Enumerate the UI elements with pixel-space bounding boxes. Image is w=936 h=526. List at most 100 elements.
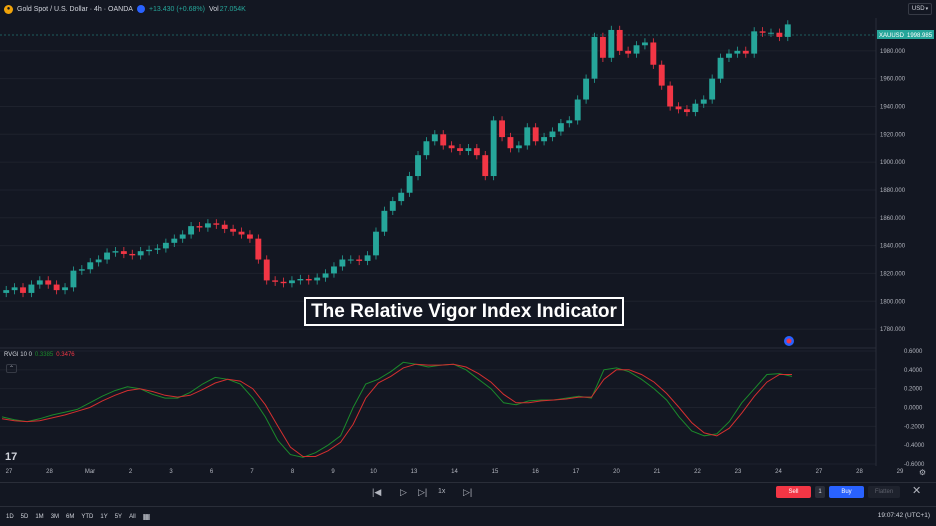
- currency-label: USD: [911, 6, 925, 12]
- candle-body: [398, 192, 405, 202]
- flatten-button[interactable]: Flatten: [868, 486, 900, 498]
- price-axis[interactable]: 1980.000 1960.000 1940.000 1920.000 1900.000…: [880, 49, 906, 333]
- candle-body: [78, 269, 85, 271]
- rvgi-tick-label: 0.6000: [904, 349, 923, 355]
- candle-body: [591, 36, 598, 79]
- candle-body: [423, 141, 430, 156]
- quantity-field[interactable]: 1: [815, 486, 825, 498]
- volume-value: 27.054K: [219, 5, 246, 13]
- time-tick-label: 21: [653, 469, 661, 475]
- price-tick-label: 1780.000: [880, 327, 906, 333]
- candle-body: [583, 78, 590, 100]
- rvgi-line: [1, 361, 793, 458]
- candle-body: [667, 85, 674, 107]
- candle-body: [87, 262, 94, 270]
- price-tick-label: 1860.000: [880, 216, 906, 222]
- main-chart[interactable]: 1980.000 1960.000 1940.000 1920.000 1900.000…: [0, 18, 936, 466]
- candle-body: [692, 103, 699, 113]
- time-tick-label: 24: [775, 469, 782, 475]
- candle-body: [381, 210, 388, 232]
- candle-body: [473, 148, 480, 156]
- play-icon[interactable]: ▷: [400, 487, 407, 497]
- candle-body: [53, 284, 60, 291]
- candle-body: [70, 270, 77, 288]
- time-tick-label: 3: [169, 469, 173, 475]
- indicator-legend[interactable]: RVGI 10 0 0.3385 0.3476: [4, 352, 75, 358]
- calendar-icon[interactable]: ▦: [142, 512, 151, 521]
- candle-body: [246, 234, 253, 239]
- candle-body: [213, 223, 220, 225]
- candle-body: [734, 50, 741, 54]
- speed-button[interactable]: 1x: [438, 488, 446, 495]
- market-status-icon[interactable]: [136, 5, 145, 13]
- candle-body: [171, 238, 178, 243]
- close-icon[interactable]: ✕: [912, 485, 922, 497]
- time-axis[interactable]: 27 28 Mar 2 3 6 7 8 9 10 13 14 15 16 17 20 21 22 23 24 27 28 2…: [0, 466, 936, 480]
- candle-body: [238, 231, 245, 235]
- price-tick-label: 1960.000: [880, 77, 906, 83]
- tradingview-logo-icon[interactable]: 17: [5, 451, 18, 463]
- range-1y[interactable]: 1Y: [100, 513, 108, 520]
- candle-body: [515, 145, 522, 149]
- range-ytd[interactable]: YTD: [81, 513, 94, 520]
- symbol-title[interactable]: Gold Spot / U.S. Dollar · 4h · OANDA: [17, 5, 133, 13]
- range-5d[interactable]: 5D: [20, 513, 29, 520]
- candle-body: [305, 279, 312, 281]
- currency-button[interactable]: USD ▾: [908, 3, 932, 15]
- candle-body: [784, 24, 791, 37]
- price-tick-label: 1940.000: [880, 104, 906, 110]
- range-3m[interactable]: 3M: [50, 513, 60, 520]
- flag-icon-center: [786, 338, 792, 344]
- candle-body: [162, 242, 169, 249]
- time-tick-label: 9: [331, 469, 335, 475]
- candle-body: [465, 148, 472, 151]
- candle-body: [45, 280, 52, 285]
- candle-body: [204, 223, 211, 228]
- candle-body: [768, 32, 774, 34]
- candle-body: [541, 137, 548, 142]
- price-change: +13.430 (+0.68%): [148, 5, 205, 13]
- candle-body: [524, 127, 531, 146]
- candle-body: [599, 36, 606, 58]
- time-tick-label: 17: [572, 469, 580, 475]
- candle-body: [36, 280, 43, 285]
- chevron-up-icon[interactable]: ⌃: [6, 364, 17, 373]
- candle-body: [759, 31, 766, 33]
- range-1d[interactable]: 1D: [6, 513, 14, 520]
- buy-button[interactable]: Buy: [829, 486, 864, 498]
- jump-back-icon[interactable]: |◀: [372, 487, 382, 497]
- candle-body: [137, 251, 144, 256]
- rvgi-tick-label: 0.0000: [904, 406, 923, 412]
- sell-button[interactable]: Sell: [776, 486, 811, 498]
- rvgi-axis[interactable]: 0.6000 0.4000 0.2000 0.0000 -0.2000 -0.4000 -0…: [904, 349, 925, 466]
- chart-header: ● Gold Spot / U.S. Dollar · 4h · OANDA +…: [0, 0, 936, 18]
- candle-body: [289, 280, 295, 284]
- price-tick-label: 1800.000: [880, 299, 906, 305]
- range-all[interactable]: All: [129, 513, 136, 520]
- candle-body: [20, 287, 26, 293]
- gear-icon[interactable]: ⚙: [918, 468, 926, 477]
- candle-body: [507, 137, 514, 149]
- candle-body: [717, 57, 724, 79]
- candle-body: [3, 290, 10, 293]
- range-1m[interactable]: 1M: [35, 513, 44, 520]
- candle-body: [448, 145, 455, 149]
- candle-body: [406, 176, 413, 193]
- last-price-tag: 1998.985: [907, 33, 933, 39]
- range-5y[interactable]: 5Y: [114, 513, 123, 520]
- candle-body: [364, 255, 371, 261]
- step-forward-icon[interactable]: ▷|: [418, 487, 428, 497]
- candle-body: [557, 123, 564, 132]
- candles-group: [3, 20, 791, 298]
- jump-to-end-icon[interactable]: ▷|: [463, 487, 473, 497]
- time-tick-label: 2: [128, 469, 133, 475]
- range-6m[interactable]: 6M: [66, 513, 75, 520]
- candle-body: [339, 259, 346, 267]
- clock[interactable]: 19:07:42 (UTC+1): [877, 512, 930, 519]
- rvgi-tick-label: 0.4000: [904, 368, 923, 374]
- candle-body: [322, 273, 329, 278]
- candle-body: [440, 134, 447, 146]
- rvgi-tick-label: 0.2000: [904, 387, 923, 393]
- time-tick-label: 29: [896, 469, 904, 475]
- indicator-value-green: 0.3385: [34, 352, 54, 358]
